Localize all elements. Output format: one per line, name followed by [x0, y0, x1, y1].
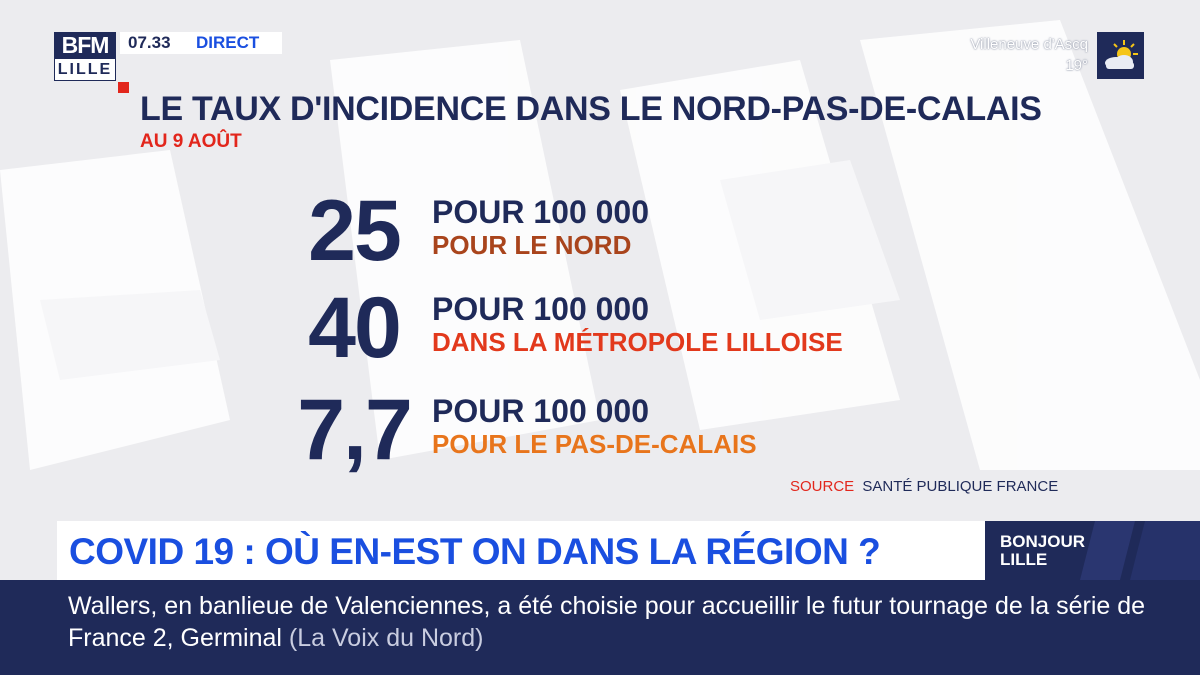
- weather-temperature: 19°: [1065, 57, 1088, 74]
- news-ticker: Wallers, en banlieue de Valenciennes, a …: [0, 580, 1200, 675]
- stat-unit: POUR 100 000: [432, 393, 650, 429]
- show-name-line1: BONJOUR: [1000, 532, 1086, 551]
- headline-text: COVID 19 : OÙ EN-EST ON DANS LA RÉGION ?: [69, 531, 881, 572]
- weather-city: Villeneuve d'Ascq: [970, 36, 1088, 53]
- live-label: DIRECT: [196, 33, 260, 52]
- headline-band: COVID 19 : OÙ EN-EST ON DANS LA RÉGION ?: [57, 521, 985, 580]
- ticker-headline: Wallers, en banlieue de Valenciennes, a …: [68, 592, 1146, 652]
- show-name: BONJOUR LILLE: [1000, 533, 1100, 569]
- ticker-source: (La Voix du Nord): [288, 624, 484, 652]
- show-name-line2: LILLE: [1000, 550, 1048, 569]
- stat-value: 7,7: [297, 382, 413, 478]
- clock: 07.33: [128, 33, 171, 52]
- show-box: BONJOUR LILLE: [985, 521, 1200, 580]
- logo-bottom-text: LILLE: [54, 59, 116, 81]
- stat-value: 25: [308, 183, 402, 279]
- stat-pas-de-calais: 7,7 POUR 100 000 POUR LE PAS-DE-CALAIS: [284, 385, 984, 485]
- stat-label: POUR LE PAS-DE-CALAIS: [432, 429, 757, 459]
- stat-label: POUR LE NORD: [432, 230, 632, 260]
- stat-metropole: 40 POUR 100 000 DANS LA MÉTROPOLE LILLOI…: [284, 283, 984, 383]
- sun-cloud-icon: [1105, 40, 1138, 69]
- channel-logo: BFM LILLE: [54, 32, 116, 82]
- stat-value: 40: [308, 280, 402, 376]
- ticker-text: Wallers, en banlieue de Valenciennes, a …: [68, 590, 1168, 654]
- graphic-date: AU 9 AOÛT: [140, 131, 242, 152]
- accent-square: [118, 82, 129, 93]
- stat-unit: POUR 100 000: [432, 194, 650, 230]
- source-value: SANTÉ PUBLIQUE FRANCE: [862, 478, 1059, 495]
- stat-label: DANS LA MÉTROPOLE LILLOISE: [432, 327, 843, 357]
- show-box-pattern: [1080, 521, 1200, 580]
- source-key: SOURCE: [790, 478, 855, 495]
- weather-icon-box: [1097, 32, 1144, 79]
- clock-live-box: 07.33 DIRECT: [120, 32, 282, 54]
- source-line: SOURCE SANTÉ PUBLIQUE FRANCE: [790, 478, 1058, 495]
- stat-nord: 25 POUR 100 000 POUR LE NORD: [284, 186, 984, 286]
- stat-unit: POUR 100 000: [432, 291, 650, 327]
- graphic-title: LE TAUX D'INCIDENCE DANS LE NORD-PAS-DE-…: [140, 90, 1042, 128]
- logo-top-text: BFM: [54, 32, 116, 59]
